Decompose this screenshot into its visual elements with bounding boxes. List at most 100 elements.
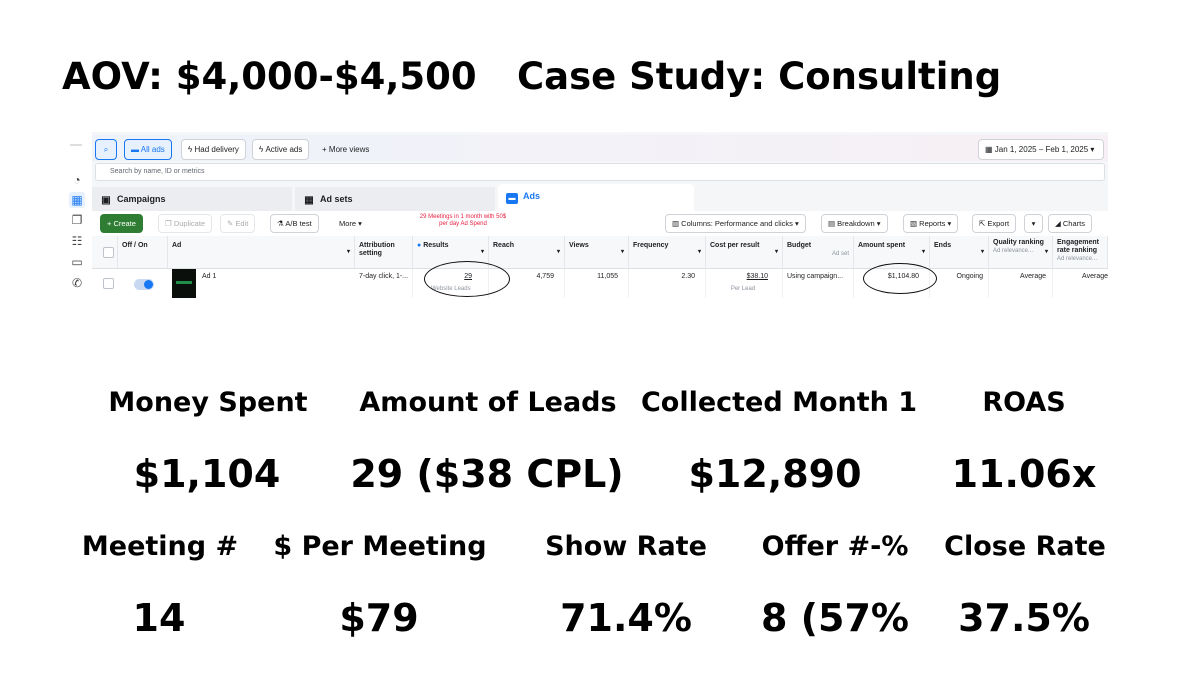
export-button[interactable]: ⇱ Export xyxy=(972,214,1017,233)
ends-cell: Ongoing xyxy=(930,269,989,298)
grid-icon: ▦ xyxy=(304,195,314,206)
engagement-ranking-sub: Ad relevance... xyxy=(1057,256,1098,262)
charts-label: Charts xyxy=(1062,219,1085,228)
reach-header[interactable]: Reach ▾ xyxy=(489,236,565,269)
create-label: Create xyxy=(113,219,136,228)
export-dropdown[interactable]: ▾ xyxy=(1024,214,1043,233)
results-highlight-circle xyxy=(424,261,510,297)
meetings-annotation: 29 Meetings in 1 month with 50$ per day … xyxy=(419,214,507,227)
cost-per-result-header[interactable]: Cost per result ▾ xyxy=(706,236,783,269)
quality-ranking-header[interactable]: Quality ranking Ad relevance... ▾ xyxy=(989,236,1053,269)
ab-test-button[interactable]: ⚗ A/B test xyxy=(270,214,319,233)
folder-icon: ▬ xyxy=(131,145,141,154)
sort-icon: ▾ xyxy=(556,249,560,255)
edit-button[interactable]: ✎ Edit xyxy=(220,214,256,233)
close-rate-value: 37.5% xyxy=(958,596,1090,640)
date-range-picker[interactable]: ▦ Jan 1, 2025 – Feb 1, 2025 ▾ xyxy=(978,139,1104,160)
offer-label: Offer #-% xyxy=(761,531,909,562)
amount-spent-highlight-circle xyxy=(863,263,937,294)
cost-per-result-cell[interactable]: $38.10 Per Lead xyxy=(706,269,783,298)
sort-icon: ▾ xyxy=(480,249,484,255)
create-button[interactable]: + Create xyxy=(100,214,143,233)
ad-thumbnail xyxy=(172,269,196,298)
duplicate-icon: ❐ xyxy=(165,219,174,228)
per-meeting-value: $79 xyxy=(339,596,419,640)
breakdown-button[interactable]: ▤ Breakdown ▾ xyxy=(821,214,888,233)
collected-value: $12,890 xyxy=(688,452,862,496)
chart-icon: ◢ xyxy=(1055,219,1063,228)
select-all-checkbox[interactable] xyxy=(103,247,114,258)
left-nav-rail: ◔ ▦ ❐ ☷ ▭ ✆ xyxy=(62,132,92,298)
tab-ad-sets-label: Ad sets xyxy=(320,194,353,204)
sort-icon: ▾ xyxy=(620,249,624,255)
had-delivery-button[interactable]: ϟ Had delivery xyxy=(181,139,246,160)
ad-toggle[interactable] xyxy=(134,279,154,290)
cost-per-result-value: $38.10 xyxy=(746,273,768,280)
tab-ad-sets[interactable]: ▦ Ad sets xyxy=(295,187,495,211)
frequency-header[interactable]: Frequency ▾ xyxy=(629,236,706,269)
sort-icon: ▾ xyxy=(980,249,984,255)
attribution-cell: 7-day click, 1-... xyxy=(355,269,413,298)
reports-icon: ▧ xyxy=(910,219,920,228)
active-ads-label: Active ads xyxy=(265,145,303,154)
budget-cell: Using campaign... xyxy=(783,269,854,298)
billing-icon[interactable]: ▭ xyxy=(71,255,83,269)
row-checkbox[interactable] xyxy=(103,278,114,289)
audience-icon[interactable]: ☷ xyxy=(71,234,83,248)
roas-value: 11.06x xyxy=(951,452,1097,496)
engagement-ranking-header[interactable]: Engagement rate ranking Ad relevance... xyxy=(1053,236,1108,269)
lightning-icon: ϟ xyxy=(259,145,266,154)
off-on-header: Off / On xyxy=(118,236,168,269)
had-delivery-label: Had delivery xyxy=(194,145,239,154)
active-ads-button[interactable]: ϟ Active ads xyxy=(252,139,310,160)
table-icon[interactable]: ▦ xyxy=(69,192,85,208)
tab-ads[interactable]: ▬ Ads xyxy=(498,184,694,211)
chevron-down-icon: ▾ xyxy=(1031,219,1036,228)
leads-label: Amount of Leads xyxy=(359,387,617,418)
budget-header-sub: Ad set xyxy=(831,251,849,257)
ads-manager-screenshot: ◔ ▦ ❐ ☷ ▭ ✆ ⌕ ▬ All ads ϟ Had delivery ϟ… xyxy=(62,132,1108,298)
tab-ads-label: Ads xyxy=(523,191,541,201)
budget-header[interactable]: Budget Ad set xyxy=(783,236,854,269)
chevron-down-icon: ▾ xyxy=(945,219,952,228)
money-spent-label: Money Spent xyxy=(108,387,308,418)
quality-ranking-sub: Ad relevance... xyxy=(993,248,1034,254)
ends-header[interactable]: Ends ▾ xyxy=(930,236,989,269)
more-views-button[interactable]: + More views xyxy=(322,139,369,160)
sort-icon: ▾ xyxy=(921,249,925,255)
campaign-icon[interactable]: ✆ xyxy=(71,276,83,290)
search-icon[interactable]: ⌕ xyxy=(95,139,117,160)
money-spent-value: $1,104 xyxy=(133,452,281,496)
show-rate-value: 71.4% xyxy=(560,596,692,640)
menu-icon[interactable] xyxy=(70,144,82,146)
charts-button[interactable]: ◢ Charts xyxy=(1048,214,1092,233)
case-study-heading: Case Study: Consulting xyxy=(517,55,1002,98)
chevron-down-icon: ▾ xyxy=(356,219,362,228)
ad-name-cell[interactable]: Ad 1 xyxy=(202,273,217,280)
duplicate-label: Duplicate xyxy=(173,219,206,228)
sort-icon: ▾ xyxy=(774,249,778,255)
results-header-label: Results xyxy=(423,242,449,249)
chevron-down-icon: ▾ xyxy=(792,219,799,228)
search-input[interactable]: Search by name, ID or metrics xyxy=(95,163,1105,181)
breakdown-icon: ▤ xyxy=(828,219,838,228)
ad-header[interactable]: Ad ▾ xyxy=(168,236,355,269)
all-ads-button[interactable]: ▬ All ads xyxy=(124,139,172,160)
attribution-header[interactable]: Attribution setting xyxy=(355,236,413,269)
views-header[interactable]: Views ▾ xyxy=(565,236,629,269)
dashboard-icon[interactable]: ◔ xyxy=(73,173,81,187)
pages-icon[interactable]: ❐ xyxy=(71,213,83,227)
tab-campaigns[interactable]: ▣ Campaigns xyxy=(92,187,292,211)
info-icon: ● xyxy=(417,242,424,249)
attribution-header-label: Attribution setting xyxy=(359,242,395,257)
aov-heading: AOV: $4,000-$4,500 xyxy=(62,55,477,98)
plus-icon: + xyxy=(107,219,114,228)
date-range-label: Jan 1, 2025 – Feb 1, 2025 xyxy=(994,145,1089,154)
columns-button[interactable]: ▥ Columns: Performance and clicks ▾ xyxy=(665,214,806,233)
duplicate-button[interactable]: ❐ Duplicate xyxy=(158,214,213,233)
reports-button[interactable]: ▧ Reports ▾ xyxy=(903,214,959,233)
engagement-ranking-header-label: Engagement rate ranking xyxy=(1057,239,1100,254)
more-label: More xyxy=(339,219,357,228)
reach-header-label: Reach xyxy=(493,242,515,249)
more-button[interactable]: More ▾ xyxy=(332,214,369,233)
